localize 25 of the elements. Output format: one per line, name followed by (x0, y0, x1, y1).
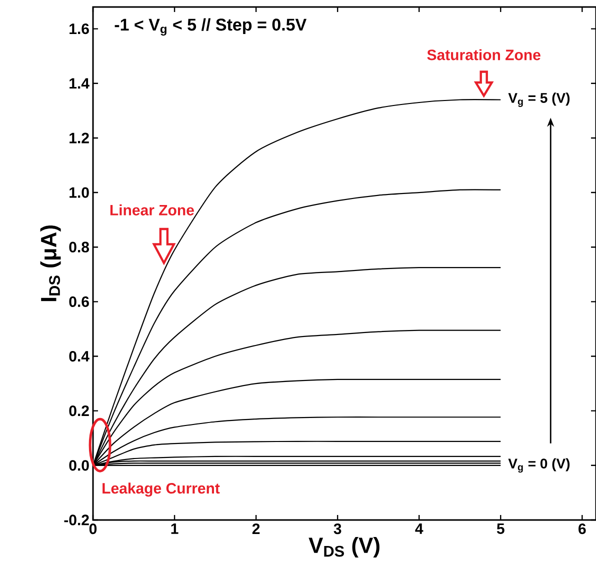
x-tick-label: 1 (171, 524, 178, 534)
annotation: Linear Zone (110, 204, 194, 216)
x-tick-label: 2 (252, 524, 260, 534)
y-tick-label: -0.2 (64, 514, 89, 526)
y-tick-label: 0.4 (69, 350, 90, 362)
x-tick-label: 6 (578, 524, 586, 534)
y-tick-label: 1.0 (70, 187, 89, 198)
text: -1 < V$_{g}$ < 5 // Step = 0.5V (114, 18, 307, 36)
y-tick-label: 0.0 (69, 460, 89, 471)
x-tick-label: 5 (496, 524, 504, 534)
y-axis-title: I$_{DS}$ (μA) (40, 226, 61, 302)
annotation: Leakage Current (102, 482, 220, 497)
annotation: V$_{g}$ = 5 (V) (508, 92, 570, 107)
x-tick-label: 0 (89, 524, 97, 534)
y-tick-label: 0.6 (69, 296, 89, 307)
x-tick-label: 3 (334, 524, 342, 534)
y-tick-label: 1.2 (70, 132, 89, 144)
y-tick-label: 0.8 (69, 242, 90, 252)
y-tick-label: 0.2 (69, 406, 89, 416)
y-tick-label: 1.6 (70, 24, 89, 34)
x-tick-label: 4 (415, 524, 424, 534)
y-tick-label: 1.4 (70, 78, 90, 89)
annotation: V$_{g}$ = 0 (V) (508, 458, 570, 473)
annotation: Saturation Zone (427, 49, 540, 60)
x-axis-title: V$_{DS}$ (V) (308, 536, 380, 558)
